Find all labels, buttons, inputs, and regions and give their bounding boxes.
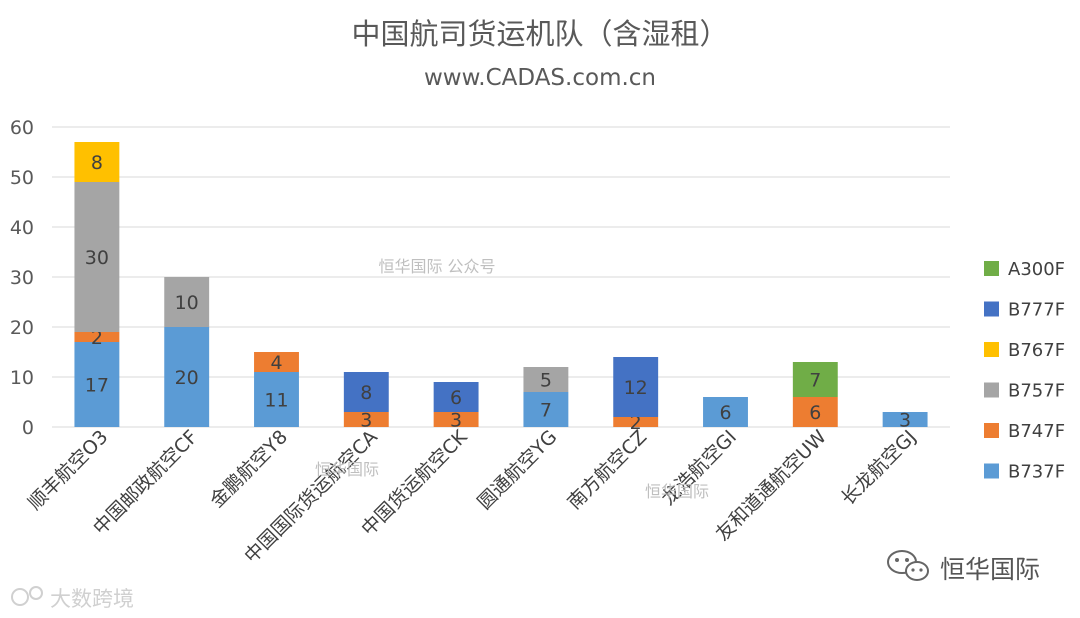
bar-segment [343, 372, 389, 412]
y-axis-ticks: 0 10 20 30 40 50 60 [10, 117, 34, 439]
watermark-mid-left: 恒华国际 [315, 460, 379, 479]
bar-segment [792, 397, 838, 427]
y-tick-label: 20 [10, 317, 34, 339]
chart-title: 中国航司货运机队（含湿租） [351, 17, 728, 51]
bar-value-label: 6 [809, 402, 821, 424]
y-tick-label: 30 [10, 267, 34, 289]
bar-value-label: 12 [624, 377, 648, 399]
corner-watermark-text: 大数跨境 [50, 587, 134, 611]
bar-segment [703, 397, 748, 427]
x-category-label: 顺丰航空O3 [24, 426, 112, 514]
bar-segment [164, 327, 210, 427]
y-tick-label: 40 [10, 217, 34, 239]
brand-watermark: 恒华国际 [887, 550, 1040, 584]
x-category-label: 南方航空CZ [563, 426, 651, 514]
y-tick-label: 0 [22, 417, 34, 439]
watermark-mid-right: 恒华国际 [645, 482, 709, 501]
legend-label: B757F [1008, 381, 1065, 402]
legend-label: B737F [1008, 462, 1065, 483]
bar-value-label: 20 [175, 367, 199, 389]
corner-logo-icon-small [29, 586, 43, 600]
legend-swatch [984, 463, 999, 479]
bar-segment [523, 392, 569, 427]
bar-segment [882, 412, 928, 427]
bar-segment [254, 372, 299, 427]
bar-segment [254, 352, 299, 372]
bar-value-label: 2 [91, 327, 103, 349]
bar-value-label: 4 [270, 352, 282, 374]
chart-subtitle: www.CADAS.com.cn [424, 65, 656, 91]
x-category-label: 长龙航空GJ [837, 426, 921, 510]
bar-segment [74, 142, 120, 182]
x-category-label: 金鹏航空Y8 [206, 426, 292, 512]
legend-label: B747F [1008, 421, 1065, 442]
bar-value-label: 11 [264, 390, 288, 412]
brand-watermark-text: 恒华国际 [940, 555, 1040, 584]
legend-label: B767F [1008, 340, 1065, 361]
bar-value-label: 17 [85, 375, 109, 397]
bar-value-label: 7 [540, 400, 552, 422]
bar-value-label: 3 [899, 410, 911, 432]
bar-value-label: 30 [85, 247, 109, 269]
y-tick-label: 50 [10, 167, 34, 189]
legend-swatch [984, 301, 999, 317]
bar-value-label: 6 [450, 387, 462, 409]
bar-segment [433, 412, 479, 427]
legend-swatch [984, 423, 999, 438]
watermark-corner-left: 大数跨境 [11, 586, 134, 611]
bar-value-label: 6 [719, 402, 731, 424]
bar-segment [343, 412, 389, 427]
bar-value-label: 5 [540, 370, 552, 392]
bar-segment [164, 277, 210, 327]
bar-segment [74, 332, 120, 342]
bar-segment [613, 417, 659, 427]
corner-logo-icon [11, 588, 29, 606]
bar-value-label: 7 [809, 370, 821, 392]
bar-value-label: 8 [91, 152, 103, 174]
bar-segment [74, 182, 120, 332]
watermark-center: 恒华国际 公众号 [378, 257, 495, 276]
legend-label: B777F [1008, 300, 1065, 321]
bar-segment [433, 382, 479, 412]
bar-value-label: 3 [360, 410, 372, 432]
x-category-label: 圆通航空YG [474, 426, 562, 514]
bar-value-label: 3 [450, 410, 462, 432]
bar-segment [613, 357, 659, 417]
bar-value-label: 10 [175, 292, 199, 314]
y-tick-label: 60 [10, 117, 34, 139]
y-tick-label: 10 [10, 367, 34, 389]
bar-segment [74, 342, 120, 427]
bar-value-label: 8 [360, 382, 372, 404]
wechat-icon [887, 550, 929, 581]
bar-segment [792, 362, 838, 397]
legend-swatch [984, 261, 999, 276]
bar-segment [523, 367, 569, 392]
legend: A300F B777F B767F B757F B747F B737F [984, 259, 1065, 483]
legend-swatch [984, 382, 999, 398]
legend-label: A300F [1008, 259, 1065, 280]
bar-value-label: 2 [630, 412, 642, 434]
legend-swatch [984, 342, 999, 357]
